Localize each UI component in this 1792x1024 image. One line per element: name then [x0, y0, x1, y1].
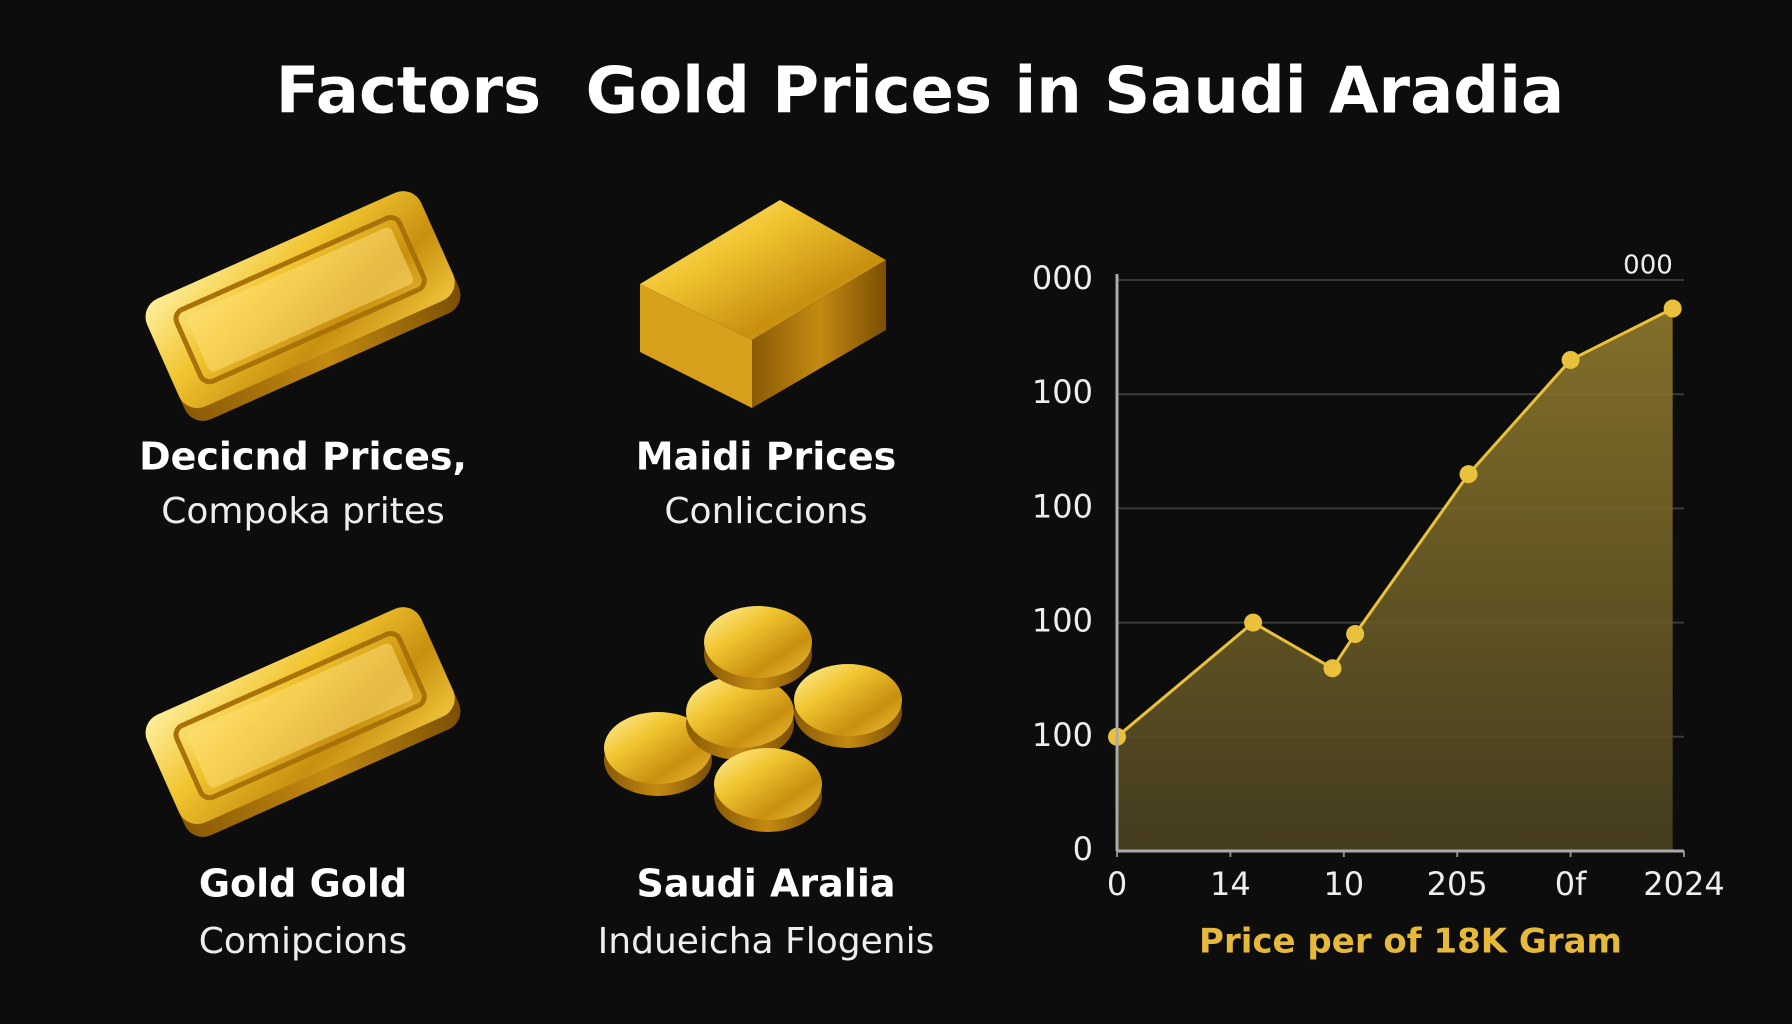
gold-coins-icon [604, 606, 902, 832]
y-tick-label: 100 [1032, 716, 1093, 754]
card-subtitle: Conliccions [664, 491, 867, 532]
y-tick-label: 100 [1032, 602, 1093, 640]
point [1459, 465, 1478, 484]
gold-bar-icon [145, 607, 461, 837]
point [1244, 613, 1263, 632]
y-tick-label: 100 [1032, 373, 1093, 411]
x-tick-label: 14 [1210, 865, 1251, 903]
x-tick-label: 0f [1555, 865, 1587, 903]
y-tick-label: 0 [1073, 830, 1093, 868]
point [1663, 299, 1682, 318]
card-subtitle: Indueicha Flogenis [598, 921, 935, 962]
x-axis-label: Price per of 18K Gram [1199, 922, 1622, 962]
card-subtitle: Comipcions [199, 921, 407, 962]
annotation: 000 [1623, 251, 1673, 281]
page-title: Factors Gold Prices in Saudi Aradia [276, 55, 1564, 129]
point [1561, 350, 1580, 369]
card-title: Gold Gold [199, 862, 407, 906]
x-tick-label: 0 [1107, 865, 1127, 903]
card-subtitle: Compoka prites [161, 491, 445, 532]
point [1323, 659, 1342, 678]
card-title: Decicnd Prices, [139, 435, 467, 479]
x-tick-label: 10 [1323, 865, 1364, 903]
y-tick-label: 000 [1032, 259, 1093, 297]
card-title: Maidi Prices [636, 435, 896, 479]
y-tick-label: 100 [1032, 487, 1093, 525]
x-tick-label: 205 [1427, 865, 1488, 903]
gold-block-icon [640, 200, 886, 408]
card-title: Saudi Aralia [636, 862, 895, 906]
gold-bar-icon [145, 191, 461, 421]
x-tick-label: 2024 [1643, 865, 1724, 903]
point [1346, 625, 1365, 644]
